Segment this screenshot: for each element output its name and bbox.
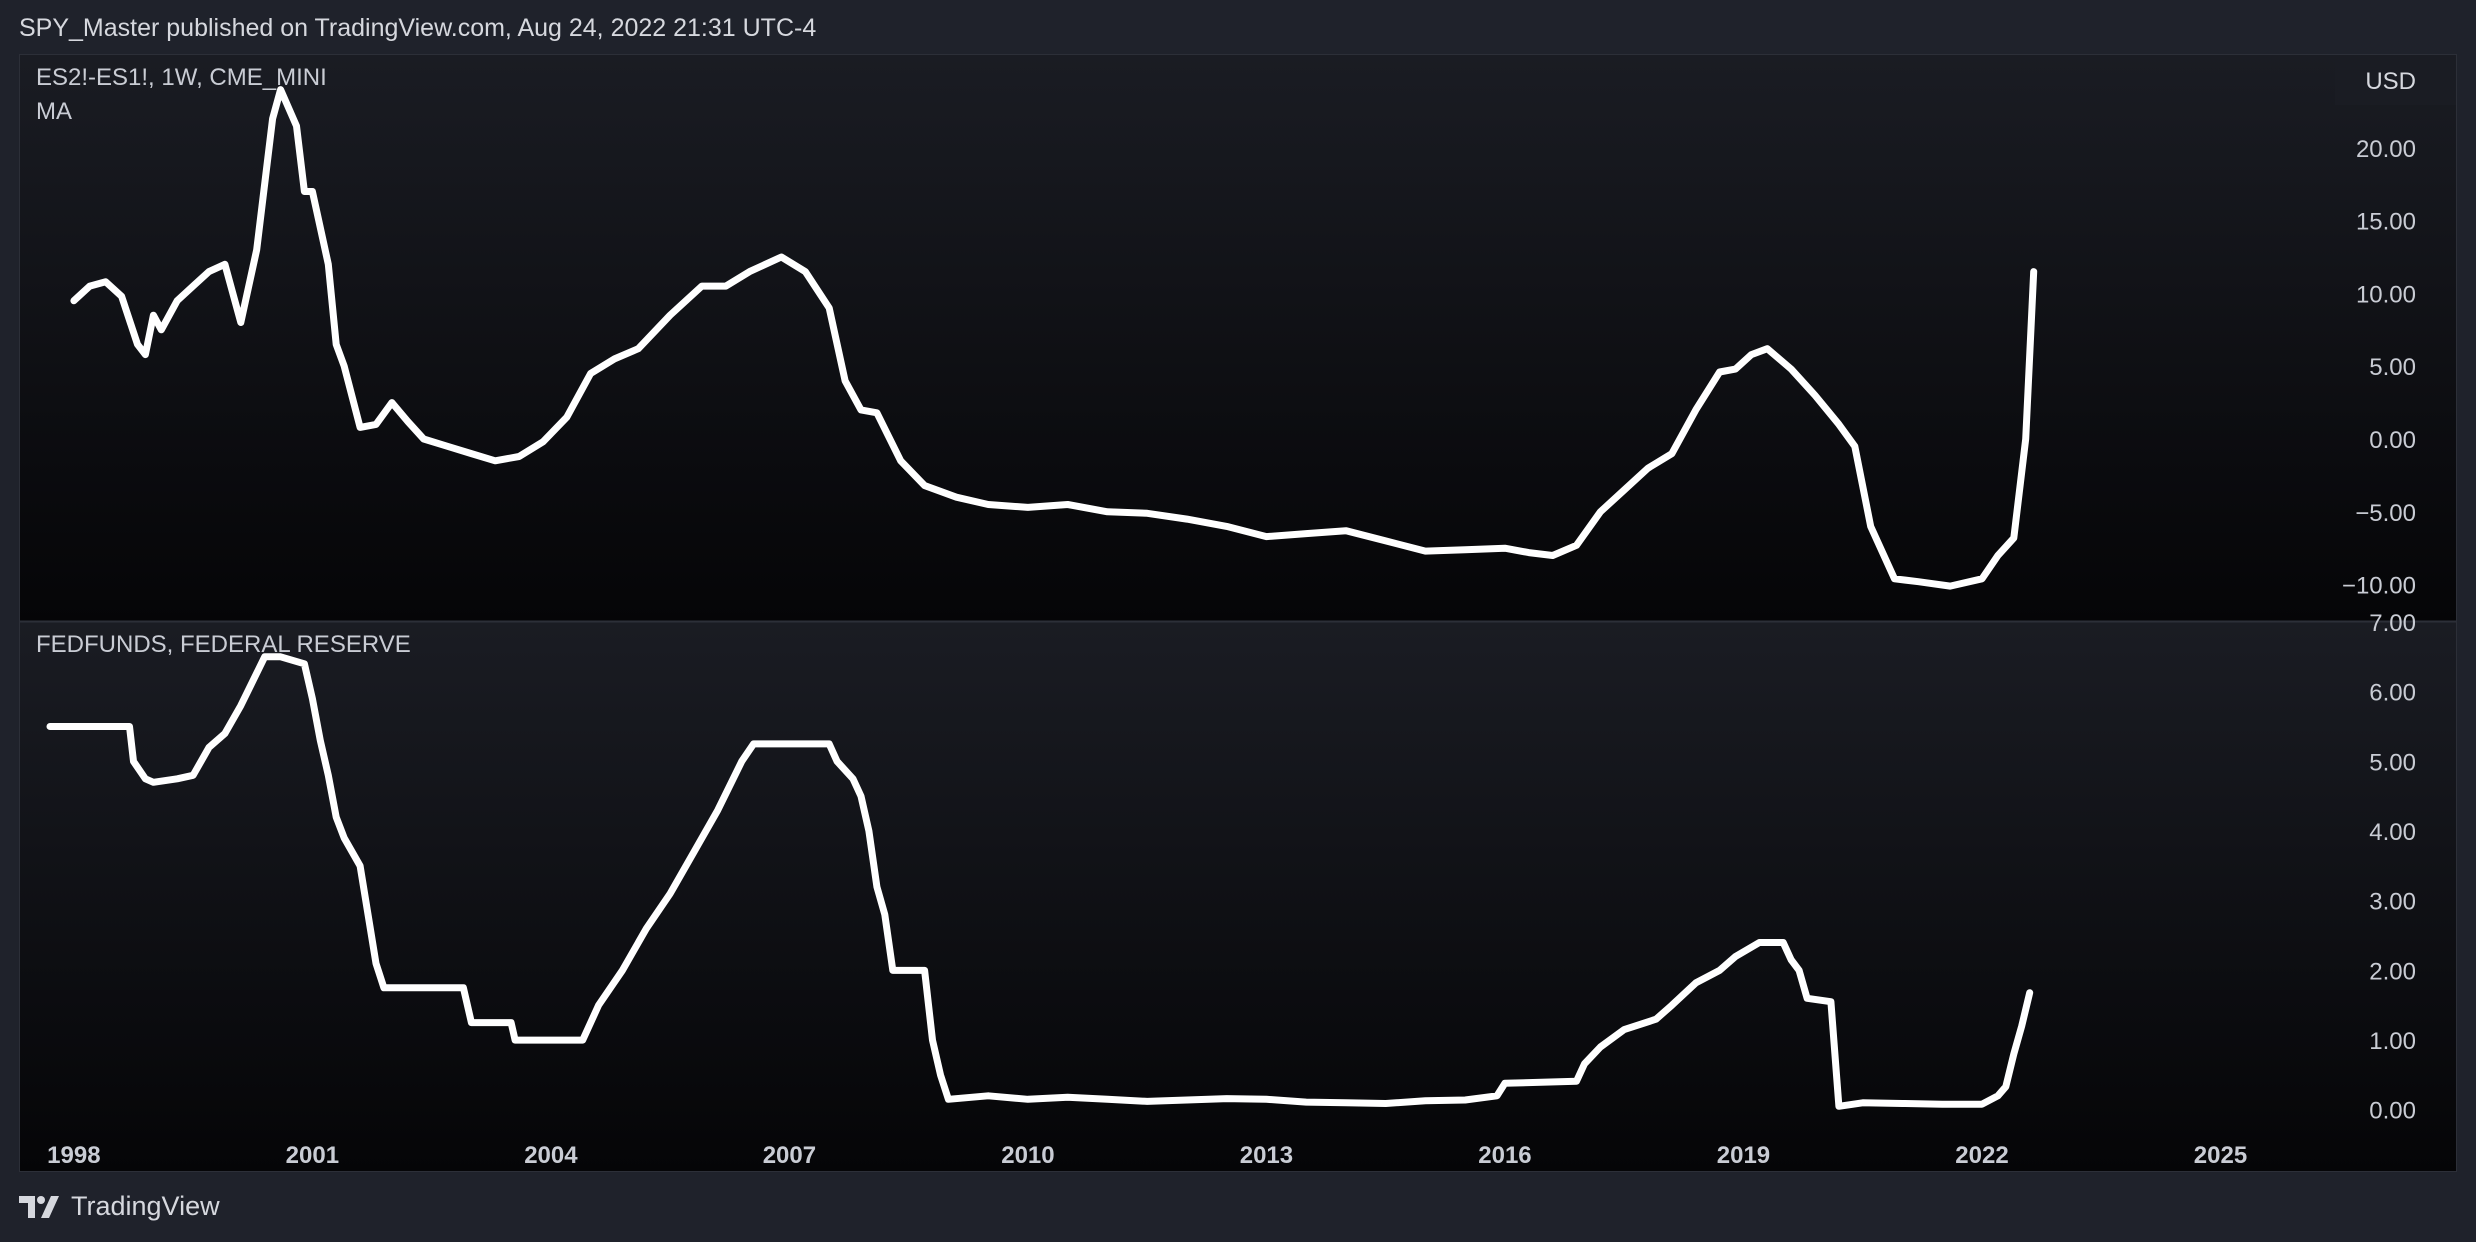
x-tick-label: 1998 (47, 1142, 100, 1169)
legend-label: MA (36, 98, 72, 125)
y-tick-label: 5.00 (2369, 749, 2416, 776)
y-tick-label: 2.00 (2369, 958, 2416, 985)
tradingview-logo-icon (19, 1195, 59, 1218)
y-tick-label: 7.00 (2369, 610, 2416, 637)
pane-background (20, 622, 2456, 1171)
pane-1: 25.0020.0015.0010.005.000.00−5.00−10.00U… (20, 55, 2456, 621)
y-tick-label: 6.00 (2369, 680, 2416, 707)
publish-header: SPY_Master published on TradingView.com,… (19, 14, 817, 42)
x-tick-label: 2010 (1001, 1142, 1054, 1169)
x-tick-label: 2019 (1717, 1142, 1770, 1169)
pane-2: 7.00 6.00 5.00 4.00 3.00 2.00 1.00 0.00 FEDFUNDS… (20, 610, 2456, 1171)
y-tick-label: 15.00 (2356, 209, 2416, 236)
x-tick-label: 2016 (1478, 1142, 1531, 1169)
x-tick-label: 2001 (286, 1142, 339, 1169)
y-tick-label: 0.00 (2369, 427, 2416, 454)
chart-svg: 25.0020.0015.0010.005.000.00−5.00−10.00U… (20, 55, 2456, 1171)
footer: TradingView (19, 1191, 220, 1222)
y-tick-label: 5.00 (2369, 354, 2416, 381)
pane-background (20, 55, 2456, 621)
y-tick-label: 0.00 (2369, 1098, 2416, 1125)
y-tick-label: 4.00 (2369, 819, 2416, 846)
y-tick-label: 3.00 (2369, 889, 2416, 916)
legend-label: ES2!-ES1!, 1W, CME_MINI (36, 64, 327, 91)
y-tick-label: −5.00 (2355, 500, 2416, 527)
brand-name: TradingView (71, 1191, 220, 1221)
y-tick-label: 10.00 (2356, 281, 2416, 308)
x-tick-label: 2022 (1955, 1142, 2008, 1169)
y-tick-label: 1.00 (2369, 1028, 2416, 1055)
series-line (46, 653, 2034, 1110)
x-tick-label: 2025 (2194, 1142, 2247, 1169)
x-tick-label: 2013 (1240, 1142, 1293, 1169)
chart-area[interactable]: 25.0020.0015.0010.005.000.00−5.00−10.00U… (19, 54, 2457, 1172)
x-tick-label: 2004 (524, 1142, 578, 1169)
y-tick-label: −10.00 (2342, 573, 2416, 600)
currency-label: USD (2365, 68, 2416, 95)
legend-label: FEDFUNDS, FEDERAL RESERVE (36, 631, 411, 658)
x-tick-label: 2007 (763, 1142, 816, 1169)
currency-label-bg (2335, 55, 2456, 105)
y-tick-label: 20.00 (2356, 136, 2416, 163)
series-line (70, 86, 2038, 590)
